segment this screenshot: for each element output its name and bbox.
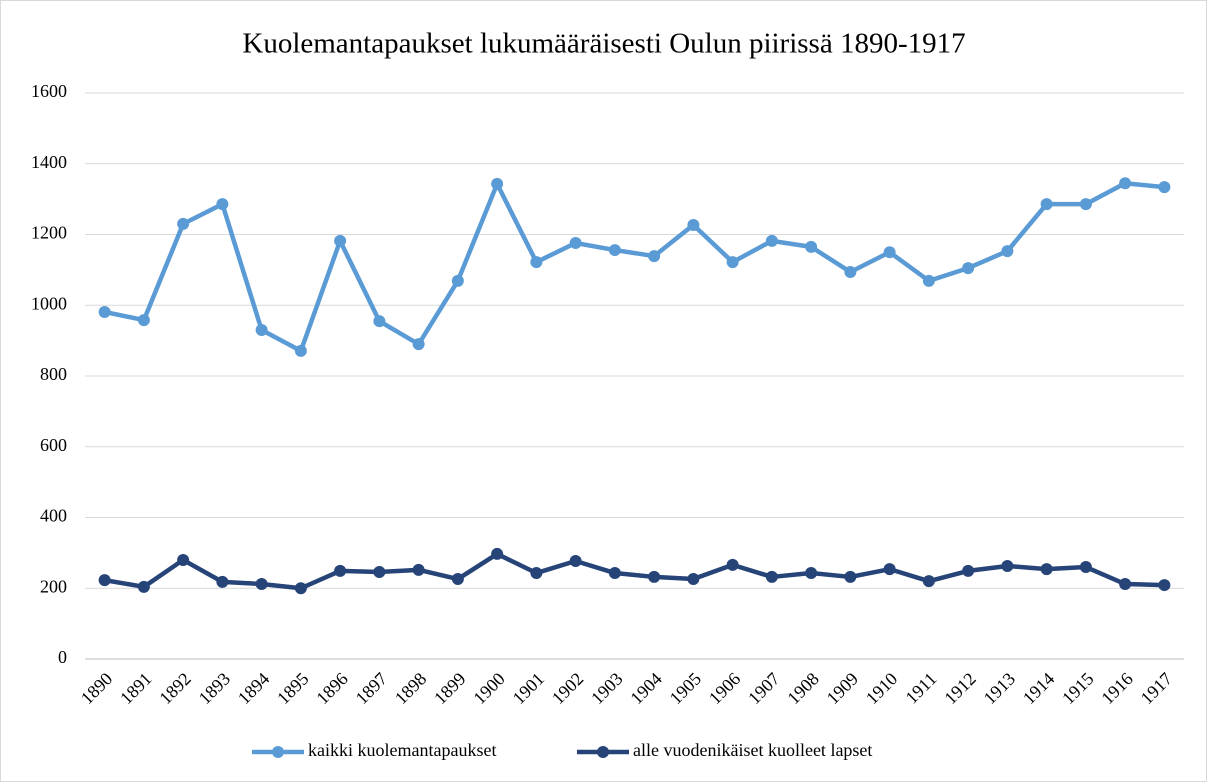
data-point	[1158, 579, 1171, 592]
data-point	[1040, 563, 1053, 576]
data-point	[137, 580, 150, 593]
data-point	[648, 570, 661, 583]
data-point	[412, 563, 425, 576]
data-point	[491, 177, 504, 190]
data-point	[216, 575, 229, 588]
y-tick-label: 1200	[31, 223, 67, 243]
data-point	[648, 250, 661, 263]
data-point	[294, 582, 307, 595]
data-point	[569, 236, 582, 249]
data-point	[569, 555, 582, 568]
y-tick-label: 200	[40, 576, 67, 596]
data-point	[1119, 177, 1132, 190]
series-line	[104, 551, 1165, 591]
data-point	[137, 314, 150, 327]
data-point	[530, 256, 543, 269]
data-point	[765, 234, 778, 247]
data-point	[334, 234, 347, 247]
data-point	[451, 573, 464, 586]
data-point	[1119, 578, 1132, 591]
data-point	[294, 344, 307, 357]
data-point	[844, 265, 857, 278]
data-point	[883, 563, 896, 576]
y-tick-label: 600	[40, 435, 67, 455]
series-line	[104, 180, 1165, 354]
data-point	[1040, 198, 1053, 211]
y-tick-label: 800	[40, 364, 67, 384]
data-point	[177, 217, 190, 230]
data-point	[608, 244, 621, 257]
data-point	[177, 553, 190, 566]
data-point	[373, 315, 386, 328]
legend-marker	[597, 746, 609, 758]
legend-label: kaikki kuolemantapaukset	[308, 740, 496, 760]
y-tick-label: 0	[58, 647, 67, 667]
data-point	[98, 305, 111, 318]
data-point	[726, 256, 739, 269]
legend-marker	[272, 746, 284, 758]
data-point	[962, 262, 975, 275]
chart-title: Kuolemantapaukset lukumääräisesti Oulun …	[242, 28, 965, 60]
data-point	[922, 274, 935, 287]
data-point	[412, 338, 425, 351]
data-point	[805, 240, 818, 253]
data-point	[334, 564, 347, 577]
legend-label: alle vuodenikäiset kuolleet lapset	[633, 740, 872, 760]
data-point	[1079, 198, 1092, 211]
data-point	[98, 574, 111, 587]
data-point	[687, 218, 700, 231]
data-point	[805, 567, 818, 580]
y-tick-label: 400	[40, 506, 67, 526]
data-point	[726, 558, 739, 571]
data-point	[765, 570, 778, 583]
data-point	[1079, 561, 1092, 574]
data-point	[844, 570, 857, 583]
data-point	[530, 567, 543, 580]
y-tick-label: 1000	[31, 293, 67, 313]
data-point	[883, 246, 896, 259]
data-point	[451, 274, 464, 287]
data-point	[1001, 559, 1014, 572]
y-tick-label: 1600	[31, 81, 67, 101]
data-point	[922, 575, 935, 588]
data-point	[687, 573, 700, 586]
data-point	[255, 324, 268, 337]
data-point	[962, 564, 975, 577]
data-point	[373, 565, 386, 578]
data-point	[255, 578, 268, 591]
y-tick-label: 1400	[31, 152, 67, 172]
data-point	[608, 567, 621, 580]
data-point	[1001, 245, 1014, 258]
data-point	[1158, 181, 1171, 194]
data-point	[216, 198, 229, 211]
data-point	[491, 547, 504, 560]
